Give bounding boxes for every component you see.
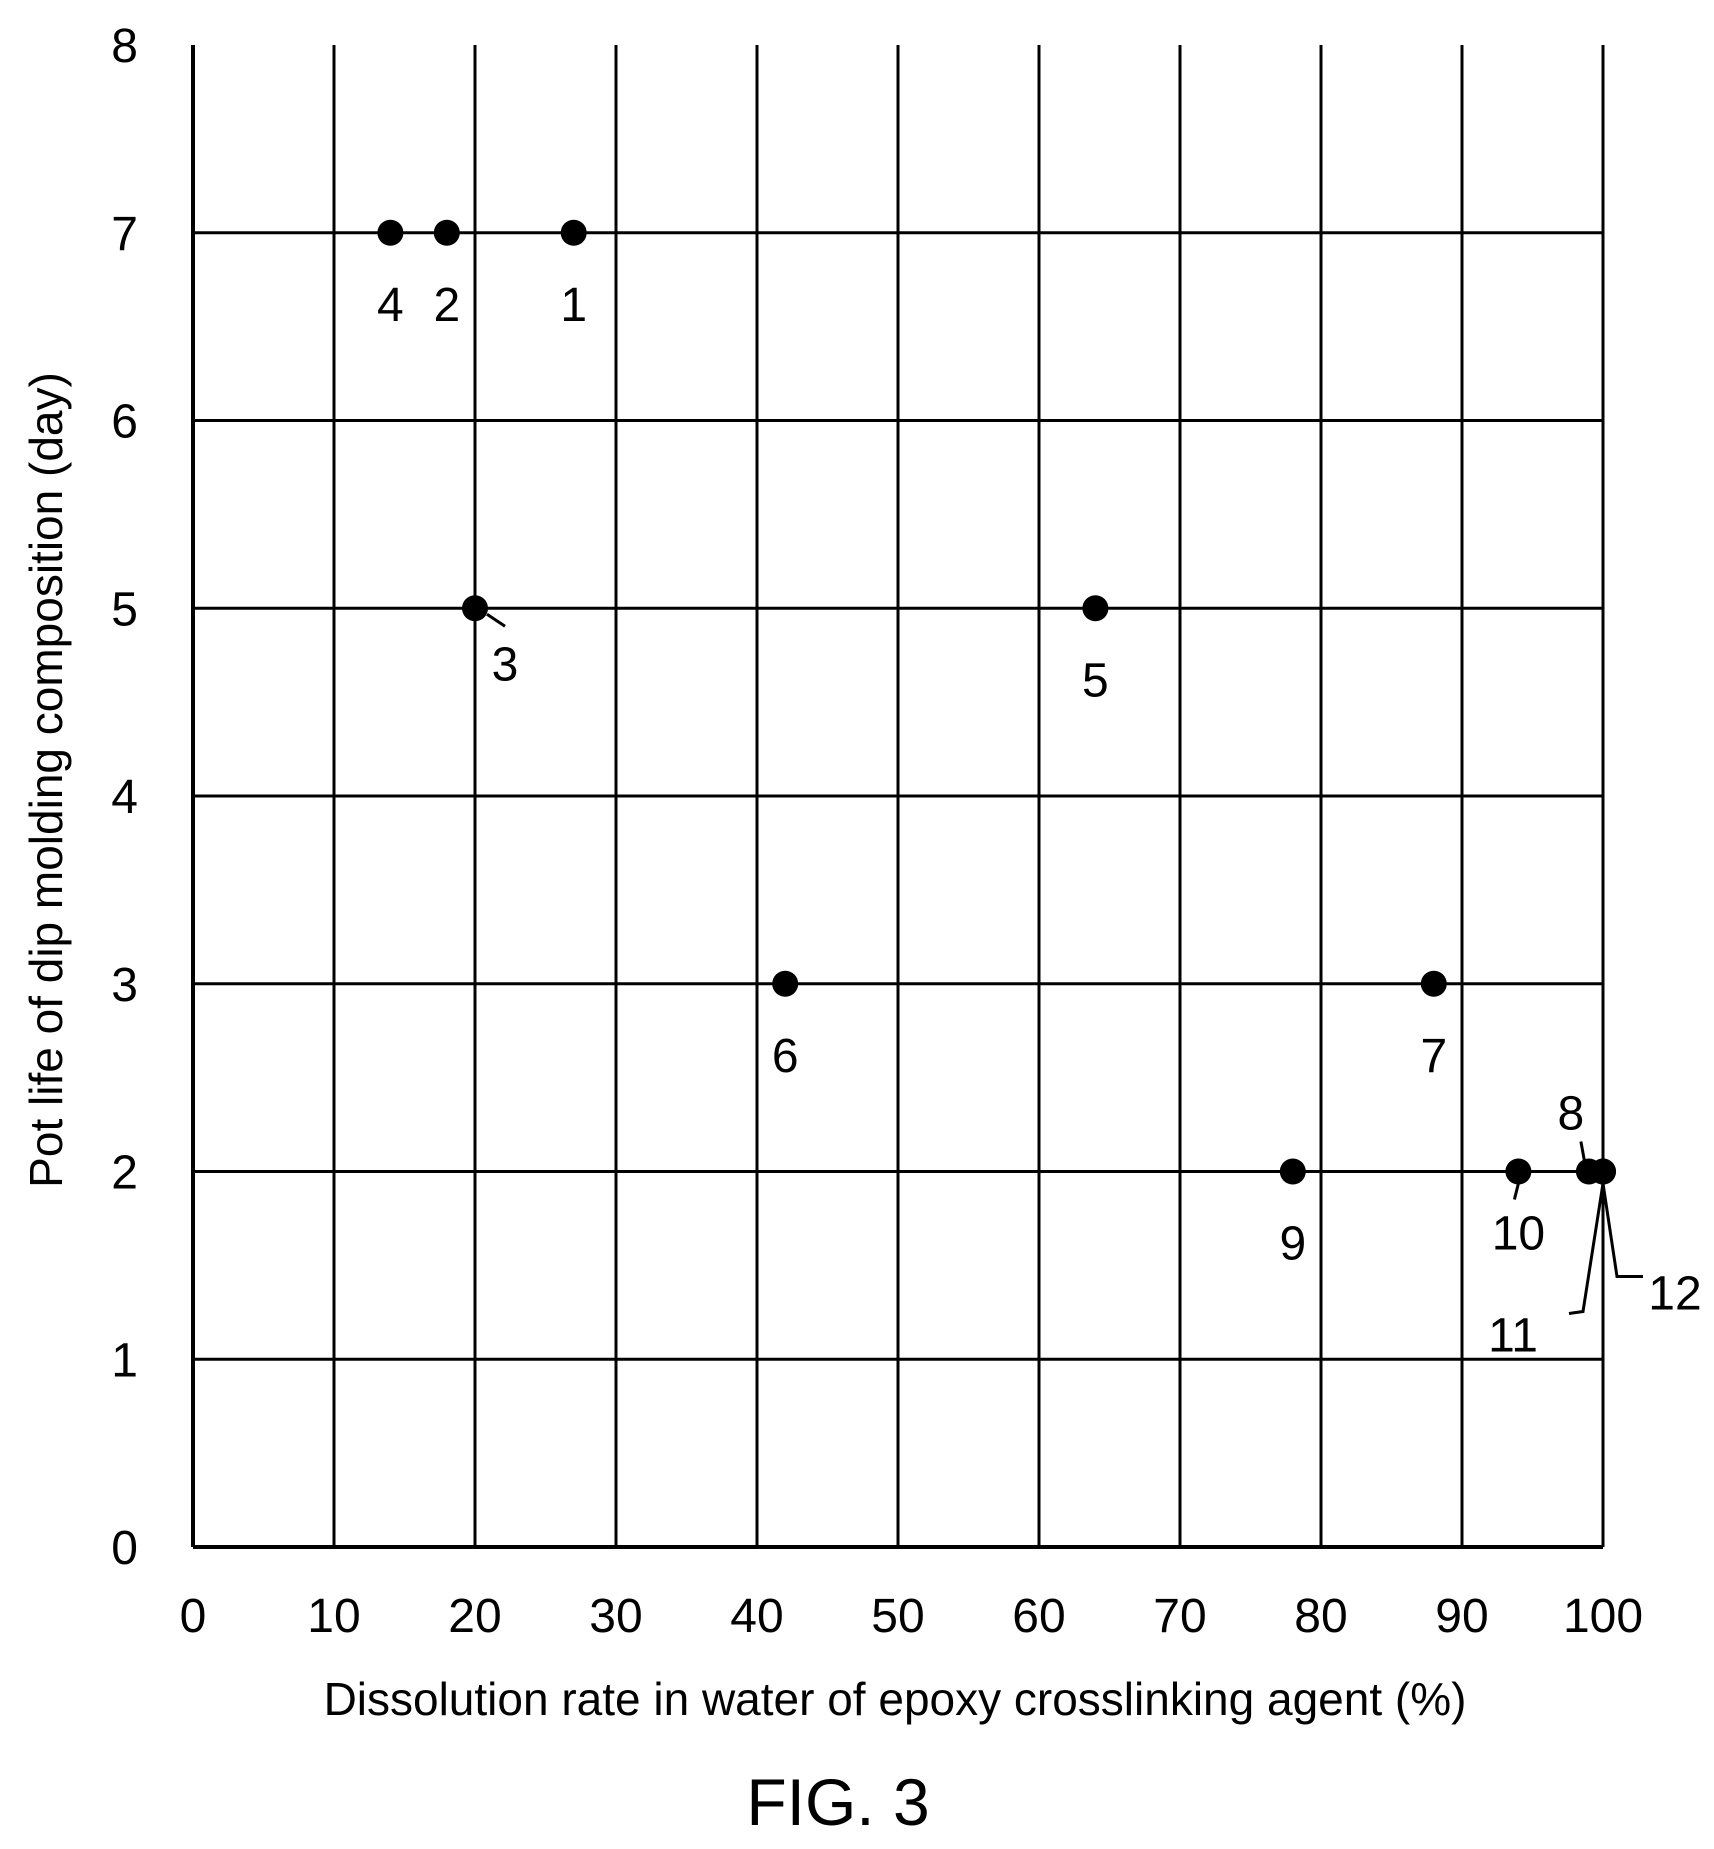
figure-caption: FIG. 3 (746, 1765, 929, 1839)
y-tick-label: 0 (111, 1522, 138, 1575)
point-label-2: 2 (433, 279, 460, 332)
data-point-12 (1590, 1158, 1616, 1185)
point-label-10: 10 (1492, 1208, 1545, 1261)
x-tick-label: 30 (589, 1590, 642, 1643)
point-label-6: 6 (772, 1030, 799, 1083)
x-tick-label: 20 (448, 1590, 501, 1643)
point-label-7: 7 (1420, 1030, 1447, 1083)
tick-labels: 0 10 20 30 40 50 60 70 80 90 100 0 1 2 3 4 5 6 7 8 (111, 20, 1643, 1643)
data-point-2 (433, 219, 460, 246)
point-label-8: 8 (1558, 1088, 1585, 1141)
leader-line-10 (1512, 1183, 1520, 1200)
y-tick-label: 2 (111, 1147, 138, 1200)
x-tick-label: 10 (307, 1590, 360, 1643)
leader-line-11 (1568, 1183, 1605, 1315)
data-point-7 (1420, 970, 1447, 997)
axes (191, 45, 1603, 1549)
point-label-1: 1 (560, 279, 587, 332)
data-point-3 (462, 595, 488, 622)
grid (193, 45, 1605, 1547)
leader-line-3 (486, 613, 506, 628)
leader-line-12 (1601, 1183, 1643, 1278)
point-label-11: 11 (1488, 1310, 1538, 1363)
point-label-12: 12 (1648, 1268, 1701, 1321)
y-tick-label: 8 (111, 20, 138, 73)
x-tick-label: 50 (871, 1590, 924, 1643)
data-point-1 (560, 219, 587, 246)
data-point-5 (1082, 595, 1109, 622)
y-tick-label: 1 (111, 1334, 138, 1387)
x-tick-label: 100 (1563, 1590, 1643, 1643)
point-label-3: 3 (492, 638, 519, 691)
y-axis-title: Pot life of dip molding composition (day… (20, 372, 72, 1188)
data-point-9 (1279, 1158, 1306, 1185)
data-point-4 (377, 219, 404, 246)
data-point-6 (772, 970, 799, 997)
x-tick-label: 0 (180, 1590, 207, 1643)
x-tick-label: 80 (1294, 1590, 1347, 1643)
y-tick-label: 6 (111, 396, 138, 449)
y-tick-label: 5 (111, 583, 138, 636)
y-tick-label: 4 (111, 771, 138, 824)
y-tick-label: 3 (111, 959, 138, 1012)
x-tick-label: 90 (1435, 1590, 1488, 1643)
data-points (377, 219, 1616, 1185)
x-tick-label: 60 (1012, 1590, 1065, 1643)
x-tick-label: 40 (730, 1590, 783, 1643)
x-axis-title: Dissolution rate in water of epoxy cross… (324, 1673, 1467, 1725)
point-label-5: 5 (1082, 654, 1109, 707)
y-tick-label: 7 (111, 208, 138, 261)
leader-lines (486, 613, 1643, 1315)
point-label-4: 4 (377, 279, 404, 332)
data-point-10 (1505, 1158, 1532, 1185)
x-tick-label: 70 (1153, 1590, 1206, 1643)
point-label-9: 9 (1279, 1218, 1306, 1271)
